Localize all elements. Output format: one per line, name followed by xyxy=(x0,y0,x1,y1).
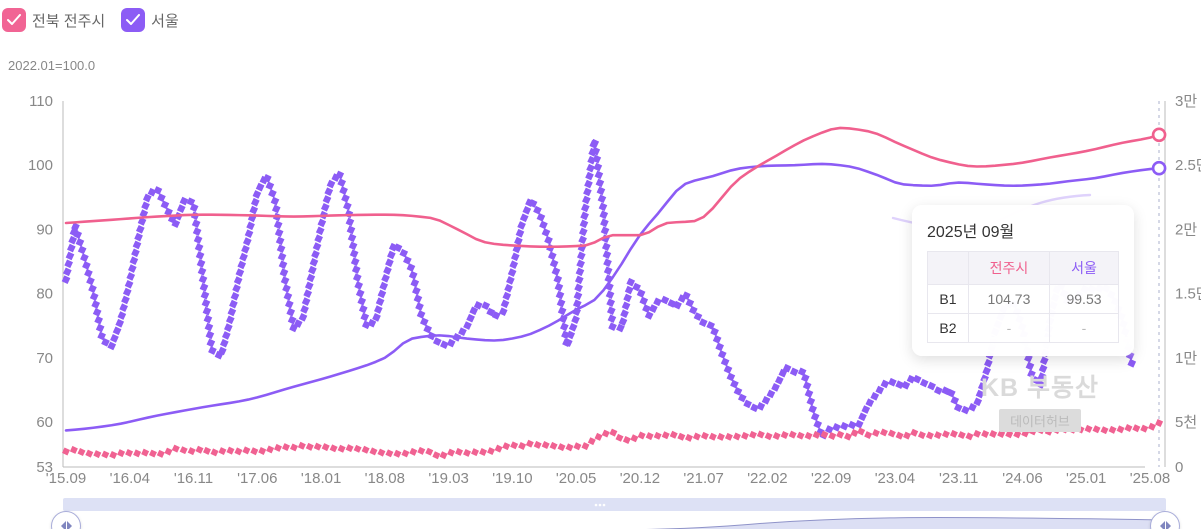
svg-text:'19.10: '19.10 xyxy=(492,470,532,487)
svg-text:'17.06: '17.06 xyxy=(237,470,277,487)
svg-text:2만: 2만 xyxy=(1175,221,1197,238)
svg-text:'19.03: '19.03 xyxy=(428,470,468,487)
svg-text:80: 80 xyxy=(36,286,53,303)
svg-text:'16.04: '16.04 xyxy=(110,470,150,487)
svg-text:'20.05: '20.05 xyxy=(556,470,596,487)
svg-text:'25.01: '25.01 xyxy=(1066,470,1106,487)
svg-text:110: 110 xyxy=(29,93,53,110)
svg-text:'21.07: '21.07 xyxy=(683,470,723,487)
svg-text:70: 70 xyxy=(36,350,53,367)
svg-text:'20.12: '20.12 xyxy=(620,470,660,487)
svg-text:0: 0 xyxy=(1175,459,1183,476)
svg-text:'22.09: '22.09 xyxy=(811,470,851,487)
svg-text:'18.08: '18.08 xyxy=(365,470,405,487)
svg-text:5천: 5천 xyxy=(1175,414,1197,431)
svg-text:'24.06: '24.06 xyxy=(1002,470,1042,487)
svg-text:60: 60 xyxy=(36,414,53,431)
svg-text:'22.02: '22.02 xyxy=(747,470,787,487)
svg-text:'23.04: '23.04 xyxy=(875,470,915,487)
svg-text:'25.08: '25.08 xyxy=(1130,470,1170,487)
svg-text:90: 90 xyxy=(36,221,53,238)
svg-text:1만: 1만 xyxy=(1175,350,1197,367)
svg-text:1.5만: 1.5만 xyxy=(1175,286,1201,303)
svg-text:'15.09: '15.09 xyxy=(46,470,86,487)
svg-text:3만: 3만 xyxy=(1175,93,1197,110)
svg-text:'16.11: '16.11 xyxy=(174,470,213,487)
svg-text:100: 100 xyxy=(28,157,53,174)
svg-text:'23.11: '23.11 xyxy=(939,470,978,487)
svg-text:'18.01: '18.01 xyxy=(301,470,341,487)
svg-text:2.5만: 2.5만 xyxy=(1175,157,1201,174)
